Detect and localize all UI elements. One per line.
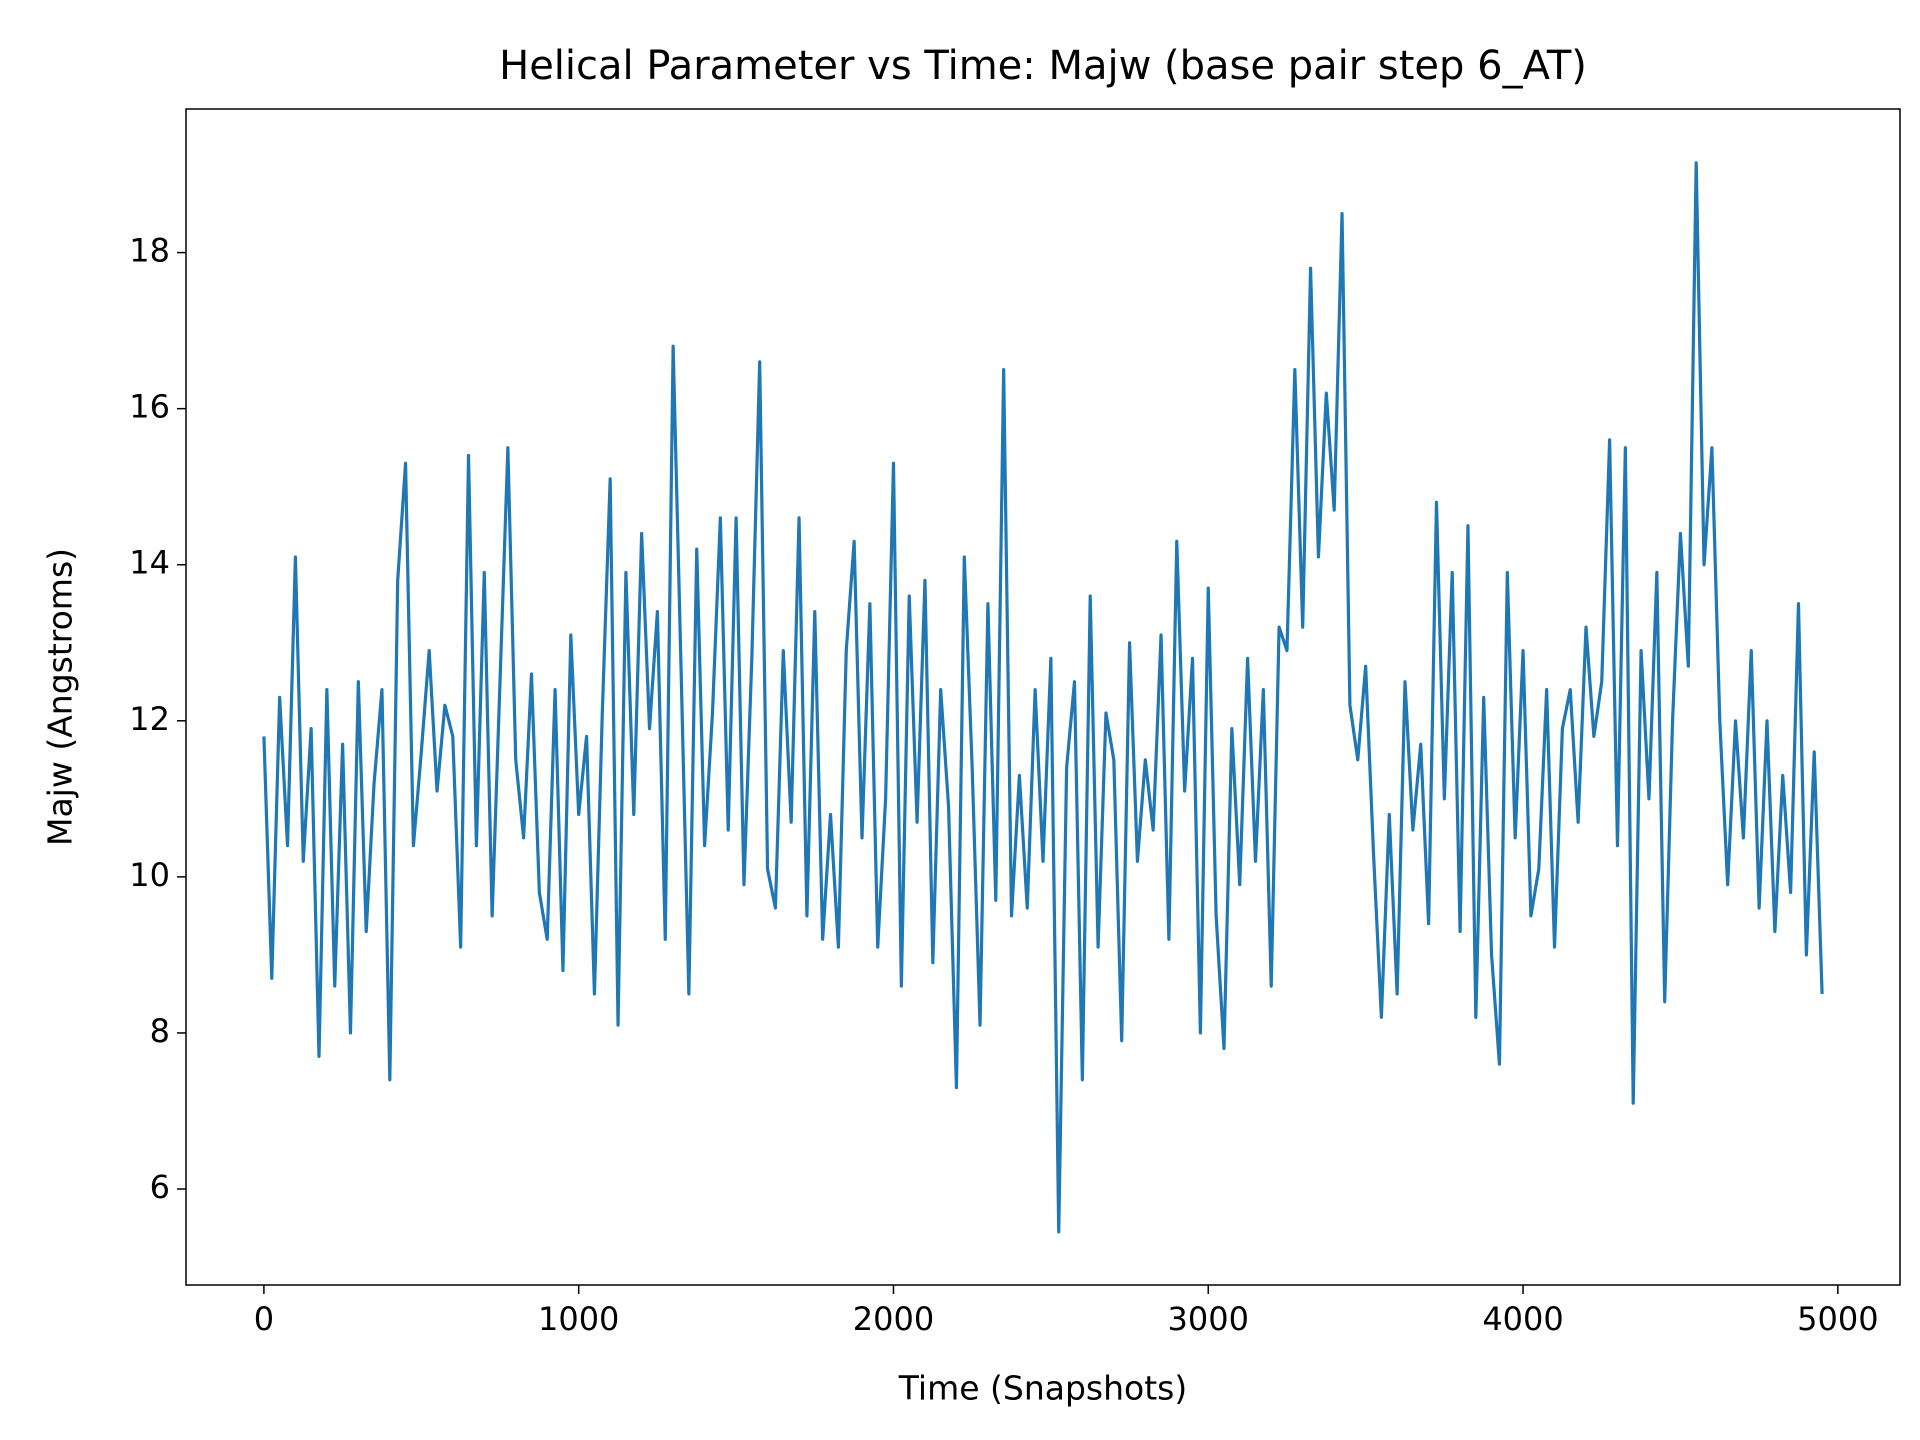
y-tick-label: 14 [129,544,170,582]
y-tick-label: 6 [150,1168,170,1206]
plot-frame [185,108,1901,1286]
x-tick-label: 0 [254,1300,274,1338]
x-tick-label: 2000 [853,1300,934,1338]
x-axis-label: Time (Snapshots) [898,1369,1187,1408]
x-tick-label: 3000 [1168,1300,1249,1338]
x-tick-label: 5000 [1797,1300,1878,1338]
data-line [262,161,1824,1234]
chart-title: Helical Parameter vs Time: Majw (base pa… [499,43,1587,89]
y-tick-label: 18 [129,232,170,270]
y-tick-label: 10 [129,856,170,894]
y-axis-label: Majw (Angstroms) [41,548,80,846]
x-tick-label: 4000 [1482,1300,1563,1338]
y-tick-label: 16 [129,388,170,426]
y-tick-label: 8 [150,1012,170,1050]
y-tick-label: 12 [129,700,170,738]
x-tick-label: 1000 [538,1300,619,1338]
